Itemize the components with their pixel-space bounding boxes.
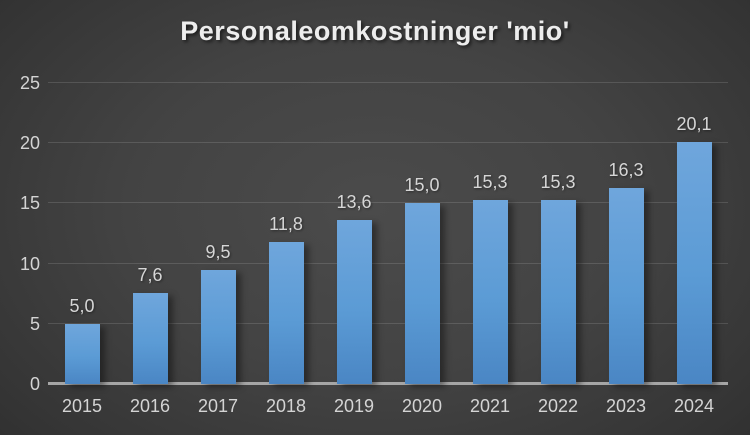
x-tick-label-2018: 2018 [265,396,307,416]
plot-area: 5,0 7,6 9,5 11,8 13,6 15,0 15,3 15,3 16,3 20,1 [48,82,728,385]
chart-title: Personaleomkostninger 'mio' [180,16,570,46]
bar-2020 [404,203,440,384]
bar-2021 [472,199,508,384]
y-tick-label-0: 0 [29,374,40,394]
x-tick-label-2022: 2022 [537,396,579,416]
bar-2015 [64,323,100,384]
x-tick-label-2016: 2016 [129,396,171,416]
x-axis: 2015 2016 2017 2018 2019 2020 2021 2022 2023 2024 [48,394,728,420]
y-tick-label-25: 25 [19,73,40,93]
x-tick-label-2019: 2019 [333,396,375,416]
y-tick-label-20: 20 [19,133,40,154]
bar-2018 [268,241,304,384]
bar-value-label-2019: 13,6 [336,192,372,213]
x-tick-label-2015: 2015 [61,396,103,416]
bar-2019 [336,220,372,384]
gridline-10 [48,262,728,264]
x-axis-line [48,382,728,385]
gridline-20 [48,142,728,144]
bar-value-label-2021: 15,3 [472,171,508,192]
x-tick-label-2023: 2023 [605,396,647,416]
gridline-15 [48,202,728,204]
bar-2017 [200,269,236,384]
bar-2024 [676,142,712,384]
gridline-25 [48,82,728,83]
y-axis: 0 5 10 15 20 25 [0,73,40,394]
x-tick-label-2017: 2017 [197,396,239,416]
y-tick-label-10: 10 [19,253,40,274]
bar-value-label-2024: 20,1 [676,114,712,134]
bar-value-label-2018: 11,8 [269,213,303,234]
bar-value-label-2015: 5,0 [69,295,95,316]
x-tick-label-2020: 2020 [401,396,443,416]
bar-2016 [132,292,168,384]
bar-value-label-2016: 7,6 [137,264,163,285]
bar-2022 [540,199,576,384]
bar-value-label-2022: 15,3 [540,171,576,192]
bar-value-label-2020: 15,0 [404,175,440,196]
gridline-5 [48,322,728,324]
bar-value-label-2023: 16,3 [608,159,644,180]
bar-value-label-2017: 9,5 [205,241,231,262]
y-tick-label-15: 15 [19,193,40,214]
x-tick-label-2021: 2021 [469,396,511,416]
bar-2023 [608,187,644,384]
y-tick-label-5: 5 [29,313,40,334]
x-tick-label-2024: 2024 [673,396,715,416]
